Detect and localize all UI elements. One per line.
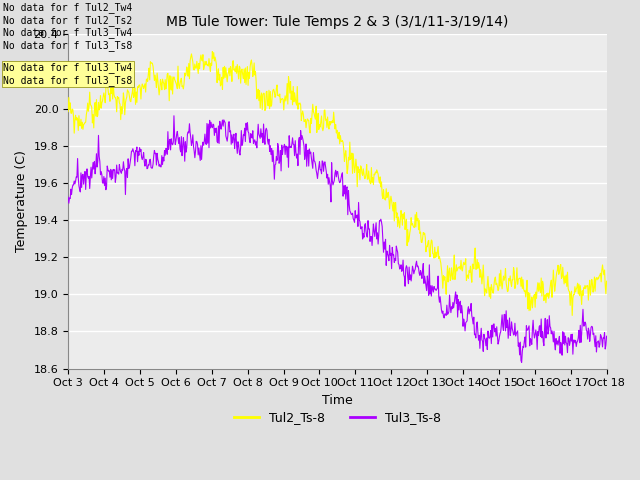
Title: MB Tule Tower: Tule Temps 2 & 3 (3/1/11-3/19/14): MB Tule Tower: Tule Temps 2 & 3 (3/1/11-… bbox=[166, 15, 509, 29]
Text: No data for f Tul2_Tw4
No data for f Tul2_Ts2
No data for f Tul3_Tw4
No data for: No data for f Tul2_Tw4 No data for f Tul… bbox=[3, 2, 132, 51]
Legend: Tul2_Ts-8, Tul3_Ts-8: Tul2_Ts-8, Tul3_Ts-8 bbox=[229, 406, 446, 429]
Y-axis label: Temperature (C): Temperature (C) bbox=[15, 151, 28, 252]
Text: No data for f Tul3_Tw4
No data for f Tul3_Ts8: No data for f Tul3_Tw4 No data for f Tul… bbox=[3, 62, 132, 86]
X-axis label: Time: Time bbox=[322, 394, 353, 407]
